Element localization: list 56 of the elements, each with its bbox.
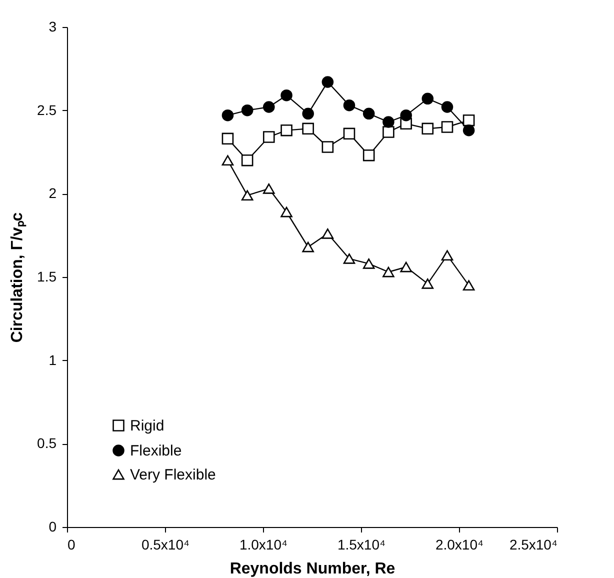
point [343, 99, 356, 112]
x-axis-title: Reynolds Number, Re [230, 560, 396, 578]
y-tick-label: 0 [48, 518, 57, 534]
point [382, 116, 394, 128]
point [422, 278, 434, 289]
point [343, 253, 356, 264]
point [362, 258, 375, 269]
point [400, 262, 412, 272]
legend-label: Flexible [130, 442, 182, 460]
x-tick-label: 1.5x10⁴ [337, 536, 386, 552]
y-tick-label: 0.5 [37, 435, 57, 452]
point [241, 154, 254, 166]
legend-label: Very Flexible [130, 466, 216, 484]
point [362, 108, 375, 120]
point [422, 122, 434, 135]
point [382, 266, 394, 278]
x-tick-label: 2.0x10⁴ [435, 536, 484, 552]
y-tick-label: 1.5 [37, 268, 57, 284]
point [441, 121, 454, 133]
point [322, 228, 334, 239]
y-tick-label: 3 [48, 18, 57, 34]
point [322, 141, 334, 153]
point [222, 109, 234, 122]
point [302, 122, 314, 135]
point [441, 101, 454, 113]
point [262, 183, 275, 194]
point [280, 206, 292, 218]
y-tick-label: 1 [48, 352, 57, 368]
point [462, 114, 475, 126]
x-tick-label: 2.5x10⁴ [509, 536, 558, 552]
y-axis-title: Circulation, Γ/vₚc [9, 212, 28, 343]
point [302, 242, 314, 252]
point [382, 126, 394, 138]
y-tick-label: 2.5 [37, 102, 57, 118]
point [462, 124, 475, 136]
point [262, 131, 275, 143]
point [241, 190, 254, 201]
y-tick-label: 2 [48, 185, 57, 202]
point [241, 104, 254, 116]
point [322, 76, 334, 88]
point [222, 155, 234, 166]
point [362, 149, 375, 162]
point [462, 280, 475, 291]
x-tick-label: 1.0x10⁴ [239, 536, 288, 552]
point [441, 250, 454, 261]
x-tick-label: 0 [68, 536, 76, 552]
legend-label: Rigid [130, 418, 164, 434]
point [280, 89, 292, 102]
point [400, 109, 412, 122]
x-tick-label: 0.5x10⁴ [141, 536, 190, 552]
point [343, 128, 356, 140]
point [262, 101, 275, 113]
point [222, 132, 234, 145]
point [280, 124, 292, 136]
point [302, 108, 314, 120]
point [422, 92, 434, 105]
